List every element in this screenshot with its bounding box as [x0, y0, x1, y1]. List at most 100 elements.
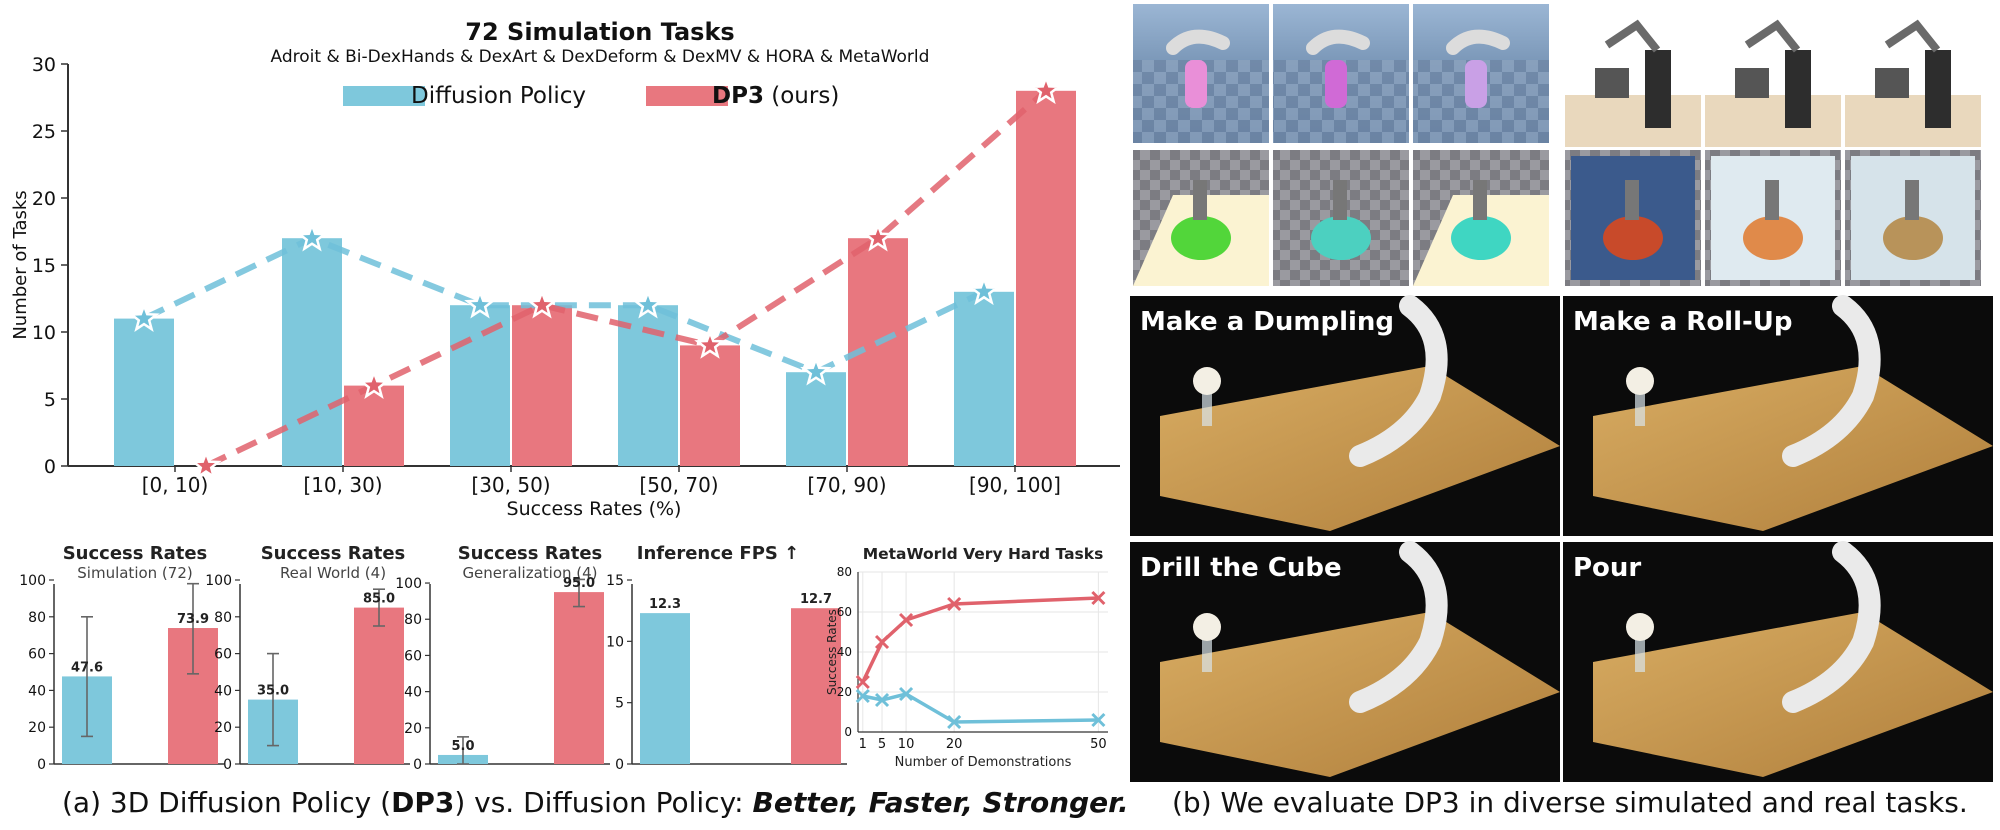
small-y-tick-label: 60 [404, 648, 422, 664]
small-y-tick-label: 0 [413, 757, 422, 773]
line-x-tick-label: 20 [946, 737, 963, 752]
line-chart-title: MetaWorld Very Hard Tasks [863, 545, 1104, 563]
y-tick-label: 20 [32, 188, 56, 210]
line-chart: MetaWorld Very Hard Tasks 0 20 40 60 80 1 5 10 20… [825, 545, 1108, 770]
small-chart-title: Success Rates [261, 543, 406, 564]
sim-scene-hand [1413, 4, 1549, 143]
small-y-tick-label: 10 [606, 634, 624, 650]
dp3-star-marker [694, 328, 726, 359]
y-tick-label: 15 [32, 255, 56, 277]
small-data-label: 12.3 [649, 597, 681, 612]
small-bar-dp3 [791, 608, 841, 764]
small-y-tick-label: 15 [606, 573, 624, 589]
dp-trend-line [142, 234, 986, 376]
bar-dp3 [1016, 90, 1076, 467]
small-data-label: 12.7 [800, 592, 832, 607]
line-y-tick-label: 0 [844, 725, 852, 739]
small-chart-title: Inference FPS ↑ [637, 543, 799, 564]
bar-dp3 [512, 305, 572, 466]
small-y-tick-label: 40 [214, 683, 232, 699]
line-xlabel: Number of Demonstrations [895, 755, 1072, 770]
small-chart-subtitle: Real World (4) [280, 564, 386, 582]
dp-x-marker [947, 714, 962, 730]
x-tick-label: [70, 90) [807, 473, 886, 497]
y-tick-label: 5 [44, 389, 56, 411]
dp3-star-marker [190, 449, 222, 480]
dp-x-marker [899, 686, 914, 702]
line-x-tick-label: 10 [898, 737, 915, 752]
line-x-tick-label: 1 [859, 737, 867, 752]
dp3-x-marker [899, 612, 914, 628]
real-task-photo: Pour [1563, 541, 1993, 782]
dp-star-marker [128, 302, 160, 332]
small-bar-dp [640, 613, 690, 764]
small-chart-subtitle: Generalization (4) [462, 564, 597, 582]
x-tick-label: [50, 70) [639, 473, 718, 497]
line-y-tick-label: 60 [837, 605, 852, 619]
dp3-star-marker [1030, 74, 1062, 105]
dp3-x-marker [947, 596, 962, 612]
small-data-label: 35.0 [257, 684, 289, 699]
y-tick-label: 0 [44, 456, 56, 478]
dp-line [862, 692, 1099, 724]
line-ylabel: Success Rates [825, 609, 839, 695]
sim-scene-manipulation [1705, 150, 1841, 286]
real-task-label: Drill the Cube [1140, 553, 1342, 583]
line-y-tick-label: 40 [837, 645, 852, 659]
dp3-trend-line [204, 88, 1048, 469]
bar-dp [450, 305, 510, 466]
small-y-tick-label: 80 [28, 610, 46, 626]
caption-b: (b) We evaluate DP3 in diverse simulated… [1172, 786, 1968, 819]
y-tick-label: 10 [32, 322, 56, 344]
small-data-label: 73.9 [177, 612, 209, 627]
small-y-tick-label: 100 [395, 576, 422, 592]
small-y-tick-label: 40 [404, 685, 422, 701]
y-tick-label: 25 [32, 121, 56, 143]
sim-scene-manipulation [1565, 150, 1701, 286]
legend-swatch-dp3 [646, 86, 728, 106]
small-y-tick-label: 20 [404, 721, 422, 737]
legend-label-dp3: DP3 (ours) [712, 83, 839, 109]
small-chart-subtitle: Simulation (72) [77, 564, 192, 582]
small-bar-dp3 [554, 592, 604, 764]
small-y-tick-label: 20 [28, 720, 46, 736]
sim-scene-manipulation [1133, 150, 1269, 286]
line-y-tick-label: 80 [837, 565, 852, 579]
dp-x-marker [855, 688, 870, 704]
caption-a: (a) 3D Diffusion Policy (DP3) vs. Diffus… [62, 786, 1129, 819]
y-tick-label: 30 [32, 54, 56, 76]
real-task-label: Make a Roll-Up [1573, 307, 1793, 337]
small-y-tick-label: 0 [223, 757, 232, 773]
small-y-tick-label: 60 [214, 647, 232, 663]
small-y-tick-label: 40 [28, 683, 46, 699]
line-x-tick-label: 50 [1090, 737, 1107, 752]
bar-dp [786, 372, 846, 466]
small-y-tick-label: 5 [615, 696, 624, 712]
main-subtitle: Adroit & Bi-DexHands & DexArt & DexDefor… [271, 47, 930, 67]
small-data-label: 47.6 [71, 660, 103, 675]
real-task-label: Pour [1573, 553, 1641, 583]
dp3-x-marker [1091, 590, 1106, 606]
sim-scene-manipulation [1845, 150, 1981, 286]
x-tick-label: [10, 30) [303, 473, 382, 497]
sim-scene-kitchen [1705, 4, 1841, 147]
sim-scene-hand [1273, 4, 1409, 143]
bar-dp3 [344, 385, 404, 466]
dp3-star-marker [526, 288, 558, 319]
small-chart-title: Success Rates [458, 543, 603, 564]
small-data-label: 95.0 [563, 576, 595, 591]
small-y-tick-label: 100 [205, 573, 232, 589]
small-y-tick-label: 80 [404, 612, 422, 628]
small-y-tick-label: 100 [19, 573, 46, 589]
dp-x-marker [874, 692, 890, 708]
bar-dp3 [680, 345, 740, 466]
dp-star-marker [968, 275, 1000, 306]
real-task-photo: Make a Roll-Up [1563, 295, 1993, 536]
sim-scene-hand [1133, 4, 1269, 143]
dp-star-marker [296, 221, 328, 252]
small-y-tick-label: 20 [214, 720, 232, 736]
sim-scene-kitchen [1565, 4, 1701, 147]
